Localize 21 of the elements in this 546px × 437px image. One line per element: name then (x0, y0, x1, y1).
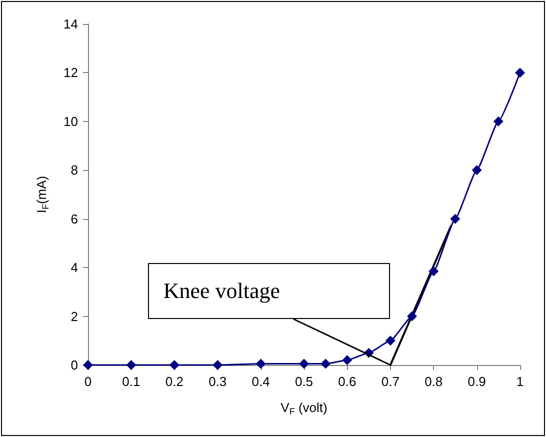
y-tick-label: 8 (70, 162, 78, 178)
x-tick-label: 0.2 (165, 374, 184, 389)
x-tick-label: 0.3 (208, 374, 227, 389)
x-tick-label: 0.9 (468, 374, 486, 389)
y-axis-title: IF(mA) (34, 176, 50, 214)
x-tick-label: 0.7 (381, 374, 400, 389)
x-tick-label: 0.8 (424, 374, 443, 389)
x-tick-label: 0 (84, 374, 92, 389)
x-tick-label: 0.4 (252, 374, 270, 389)
y-tick-label: 6 (70, 211, 78, 226)
x-tick-label: 0.6 (338, 374, 356, 389)
y-tick-label: 2 (70, 308, 78, 324)
y-tick-label: 0 (70, 358, 78, 372)
y-tick-label: 12 (64, 65, 78, 80)
y-tick-label: 10 (64, 114, 78, 129)
y-tick-label: 4 (70, 260, 78, 276)
x-tick-label: 0.1 (122, 374, 140, 389)
x-tick-label: 0.5 (294, 374, 314, 389)
x-tick-label: 1 (516, 374, 524, 389)
callout-box: Knee voltage (148, 263, 390, 319)
y-tick-label: 14 (64, 16, 78, 32)
